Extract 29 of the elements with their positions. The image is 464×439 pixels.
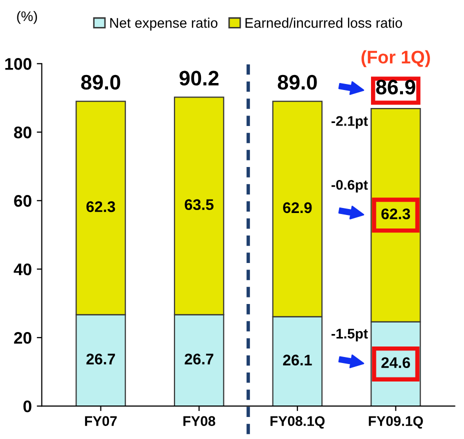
y-tick-label: 100: [5, 58, 32, 70]
data-label: 26.7: [184, 354, 214, 364]
total-label: 86.9: [376, 80, 416, 94]
x-tick-label: FY08.1Q: [270, 416, 325, 429]
y-tick-label: 60: [14, 195, 32, 207]
legend-label: Earned/incurred loss ratio: [246, 18, 402, 28]
annotation: -2.1pt: [332, 116, 368, 129]
x-tick-label: FY07: [85, 416, 117, 426]
data-label: 26.7: [86, 354, 115, 364]
legend-label: Net expense ratio: [110, 18, 218, 31]
y-tick-label: 20: [14, 332, 32, 344]
x-tick-label: FY09.1Q: [368, 416, 423, 429]
y-tick-label: 0: [23, 400, 32, 412]
annotation: -1.5pt: [332, 328, 368, 342]
x-tick-label: FY08: [183, 416, 216, 426]
data-label: 24.6: [381, 357, 410, 368]
total-label: 90.2: [180, 70, 219, 86]
data-label: 26.1: [283, 354, 312, 366]
total-label: 89.0: [81, 74, 120, 90]
y-tick-label: 80: [14, 126, 32, 138]
total-label: 89.0: [278, 74, 317, 90]
annotation: -0.6pt: [332, 180, 368, 193]
data-label: 62.3: [381, 208, 410, 220]
y-tick-label: 40: [14, 264, 32, 276]
annotation: (For 1Q): [362, 50, 430, 68]
data-label: 63.5: [184, 199, 214, 210]
data-label: 62.9: [283, 202, 312, 214]
y-axis-title: (%): [17, 10, 37, 24]
data-label: 62.3: [86, 201, 116, 212]
